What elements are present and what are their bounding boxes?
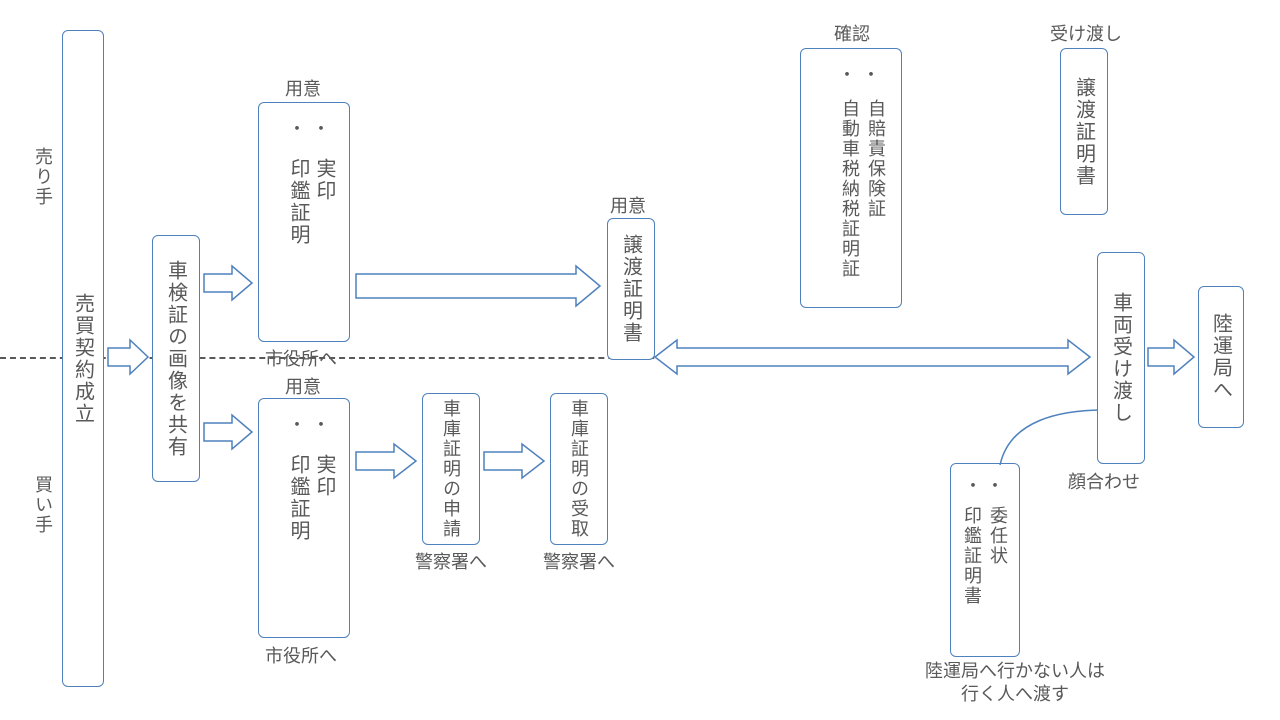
label-city2: 市役所へ — [265, 642, 337, 668]
arrow-5 — [484, 444, 544, 478]
node-delegate: 委任状 印鑑証明書 ・・ — [950, 463, 1020, 657]
node-seal-seller: 実印 印鑑証明 ・・ — [258, 102, 350, 342]
arrow-2b — [204, 415, 252, 449]
node-insurance: 自賠責保険証 自動車税納税証明証 ・・ — [800, 48, 902, 308]
arrow-2a — [204, 266, 252, 300]
arrow-1 — [108, 340, 148, 374]
label-city1: 市役所へ — [265, 345, 337, 371]
node-seal-buyer: 実印 印鑑証明 ・・ — [258, 398, 350, 638]
arrow-double — [655, 340, 1090, 374]
label-police2: 警察署へ — [543, 548, 615, 574]
label-prepare1: 用意 — [285, 75, 321, 101]
role-seller: 売り手 — [30, 142, 56, 212]
label-confirm: 確認 — [834, 20, 870, 46]
arrow-4 — [356, 444, 416, 478]
node-handover-cert: 譲渡証明書 — [1060, 48, 1108, 215]
arrow-6 — [1148, 340, 1194, 374]
label-prepare2: 用意 — [285, 373, 321, 399]
node-contract: 売買契約成立 — [62, 30, 104, 687]
label-handover: 受け渡し — [1050, 20, 1122, 46]
arrow-3 — [356, 266, 600, 306]
node-transfer-cert: 譲渡証明書 — [607, 218, 655, 360]
label-police1: 警察署へ — [415, 548, 487, 574]
node-vehicle-handover: 車両受け渡し — [1097, 252, 1145, 464]
label-delegate-note: 陸運局へ行かない人は 行く人へ渡す — [905, 660, 1125, 707]
node-share-cert: 車検証の画像を共有 — [152, 235, 200, 482]
role-buyer: 買い手 — [30, 470, 56, 540]
node-garage-receive: 車庫証明の受取 — [550, 393, 608, 545]
label-faceup: 顔合わせ — [1068, 468, 1140, 494]
label-prepare3: 用意 — [610, 192, 646, 218]
node-land-transport: 陸運局へ — [1198, 286, 1244, 428]
node-garage-apply: 車庫証明の申請 — [422, 393, 480, 545]
